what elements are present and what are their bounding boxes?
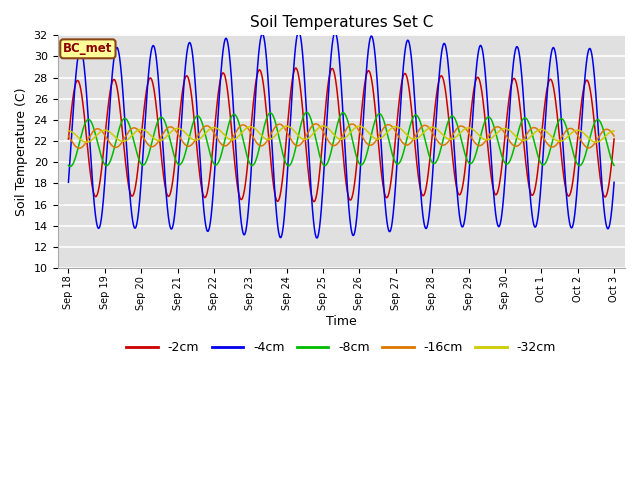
Y-axis label: Soil Temperature (C): Soil Temperature (C) xyxy=(15,87,28,216)
Legend: -2cm, -4cm, -8cm, -16cm, -32cm: -2cm, -4cm, -8cm, -16cm, -32cm xyxy=(122,336,561,360)
X-axis label: Time: Time xyxy=(326,315,356,328)
Text: BC_met: BC_met xyxy=(63,42,113,55)
Title: Soil Temperatures Set C: Soil Temperatures Set C xyxy=(250,15,433,30)
